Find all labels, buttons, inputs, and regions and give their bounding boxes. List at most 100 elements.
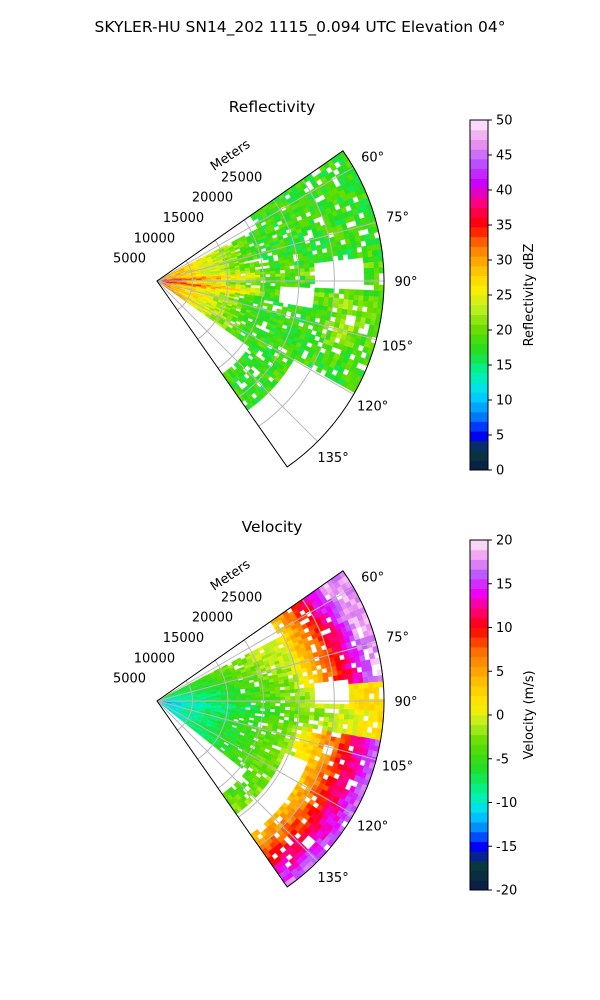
radar-cell-group: [200, 285, 207, 289]
colorbar-segment: [470, 627, 488, 638]
radar-cell-group: [337, 674, 344, 681]
radar-cell-group: [347, 673, 354, 680]
radar-cell-group: [347, 719, 354, 726]
radar-cell-group: [309, 699, 316, 705]
radar-cell-group: [309, 266, 315, 272]
radar-cell-group: [363, 340, 371, 349]
range-ring: [258, 598, 335, 847]
radar-cell-group: [236, 693, 276, 793]
radar-cell-group: [181, 296, 187, 301]
colorbar-segment: [470, 598, 488, 609]
radar-cell-group: [322, 301, 329, 307]
colorbar-segment: [470, 744, 488, 755]
radar-cell-group: [245, 704, 251, 708]
colorbar-tick-label: 25: [496, 289, 513, 304]
colorbar-segment: [470, 149, 488, 160]
radar-cell-group: [342, 303, 349, 310]
colorbar-tick-label: 20: [496, 534, 513, 549]
range-ring: [197, 240, 229, 340]
radar-cell-group: [358, 714, 365, 722]
radar-cell-group: [276, 842, 284, 850]
radar-cell-group: [176, 279, 182, 281]
colorbar-tick-label: 0: [496, 709, 504, 724]
range-tick-label: 25000: [221, 590, 262, 605]
colorbar-segment: [470, 197, 488, 208]
radar-cell-group: [235, 284, 242, 288]
colorbar-tick-label: -15: [496, 840, 517, 855]
colorbar-segment: [470, 372, 488, 383]
range-tick-label: 10000: [134, 231, 175, 246]
radar-cell-group: [332, 675, 339, 682]
range-ring: [238, 619, 300, 818]
radar-cell-group: [215, 287, 221, 291]
colorbar-segment: [470, 695, 488, 706]
radar-cell-group: [368, 710, 375, 717]
range-tick-label: 20000: [192, 611, 233, 626]
radar-cell-group: [356, 725, 363, 732]
radar-cell-group: [357, 300, 364, 307]
colorbar-segment: [470, 821, 488, 833]
radar-cell-group: [281, 668, 288, 674]
colorbar-segment: [470, 880, 488, 891]
colorbar-segment: [470, 715, 488, 726]
colorbar-tick-label: 5: [496, 429, 504, 444]
radar-cell-group: [171, 699, 177, 701]
colorbar-segment: [470, 246, 488, 257]
radar-cell-group: [289, 706, 296, 711]
radar-cell-group: [277, 672, 284, 678]
range-tick-label: 5000: [113, 252, 146, 267]
colorbar-segment: [470, 792, 488, 803]
radar-cell-group: [343, 708, 350, 715]
colorbar: -20 -15 -10 -5 0 5 10 15 20 Velocity (m/s): [469, 534, 537, 899]
colorbar-segment: [470, 802, 488, 813]
radar-cell-group: [164, 286, 170, 290]
colorbar-segment: [470, 324, 488, 335]
radar-cell-group: [301, 326, 359, 381]
radar-cell-group: [368, 261, 374, 269]
colorbar-segment: [470, 705, 488, 716]
radar-cell-group: [267, 177, 346, 359]
radar-cell-group: [304, 271, 311, 277]
radar-cell-group: [319, 788, 328, 797]
radar-cell-group: [236, 805, 243, 813]
colorbar-segment: [470, 207, 488, 218]
azimuth-tick-label: 105°: [382, 339, 413, 354]
radar-cell-group: [202, 728, 209, 734]
radar-cell-group: [344, 704, 350, 710]
radar-cell-group: [197, 716, 204, 720]
radar-cell-group: [287, 303, 298, 334]
radar-cell-group: [235, 271, 241, 275]
colorbar-segment: [470, 578, 488, 590]
colorbar-segment: [470, 353, 488, 364]
colorbar-segment: [470, 450, 488, 461]
radar-cell-group: [360, 731, 368, 739]
radar-cell-group: [304, 687, 310, 693]
azimuth-tick-label: 60°: [361, 151, 384, 166]
radar-cell-group: [183, 713, 189, 717]
radar-cell-group: [352, 677, 359, 685]
colorbar-segment: [470, 540, 488, 551]
radar-cell-group: [367, 676, 374, 683]
colorbar-tick-label: 40: [496, 184, 513, 199]
radar-cell-group: [366, 670, 373, 678]
colorbar-segment: [470, 763, 488, 774]
colorbar-tick-label: -5: [496, 752, 509, 767]
radar-cell-group: [368, 704, 375, 711]
radar-cell-group: [324, 769, 332, 777]
radar-cell-group: [317, 171, 366, 207]
colorbar-segment: [470, 333, 488, 345]
colorbar-segment: [470, 226, 488, 238]
azimuth-tick-label: 75°: [386, 211, 409, 226]
range-tick-label: 15000: [163, 211, 204, 226]
colorbar-segment: [470, 217, 488, 228]
radar-cell-group: [308, 262, 315, 268]
radar-cell-group: [257, 215, 264, 222]
colorbar-tick-label: 10: [496, 621, 513, 636]
colorbar-segment: [470, 363, 488, 374]
radar-cell-group: [215, 695, 222, 698]
radar-cell-group: [345, 663, 352, 670]
colorbar-segment: [470, 608, 488, 619]
radar-cell-group: [297, 232, 304, 238]
radar-cell-group: [273, 331, 280, 338]
